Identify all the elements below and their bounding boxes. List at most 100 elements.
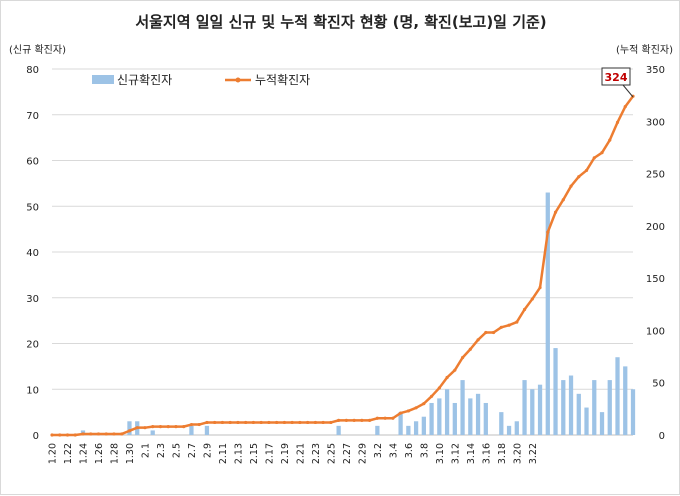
cumulative-point-16 (174, 425, 178, 429)
cumulative-point-56 (484, 330, 488, 335)
cumulative-point-52 (453, 368, 457, 372)
cumulative-point-43 (383, 416, 387, 420)
cumulative-point-2 (65, 433, 70, 437)
cumulative-point-10 (127, 429, 132, 433)
bar-75 (630, 389, 636, 435)
bar-18 (189, 425, 194, 435)
cumulative-point-60 (515, 320, 519, 324)
bar-71 (599, 412, 605, 435)
bar-53 (460, 380, 465, 435)
bar-46 (406, 425, 411, 435)
x-tick-2.25: 2.25 (326, 443, 337, 464)
cumulative-point-5 (89, 432, 93, 436)
cumulative-point-25 (244, 420, 248, 425)
cumulative-point-44 (391, 416, 395, 420)
cumulative-point-33 (306, 420, 310, 425)
cumulative-point-64 (546, 230, 550, 234)
right-tick-250: 250 (646, 170, 665, 181)
cumulative-point-19 (197, 422, 201, 427)
cumulative-point-7 (104, 432, 108, 436)
bar-61 (522, 380, 527, 435)
right-tick-350: 350 (646, 65, 665, 76)
cumulative-point-15 (166, 425, 170, 429)
cumulative-point-69 (584, 168, 589, 173)
bar-47 (413, 421, 419, 435)
x-tick-2.15: 2.15 (249, 443, 260, 464)
cumulative-point-36 (329, 420, 333, 425)
callout-value: 324 (605, 71, 628, 84)
x-tick-3.2: 3.2 (373, 443, 384, 458)
left-tick-50: 50 (26, 202, 39, 213)
x-tick-3.6: 3.6 (404, 443, 415, 458)
cumulative-point-63 (538, 285, 542, 290)
cumulative-point-12 (143, 426, 147, 430)
bar-52 (452, 402, 457, 435)
cumulative-point-59 (507, 323, 511, 327)
legend-cumulative-cases: 누적확진자 (255, 73, 310, 87)
bar-49 (429, 402, 434, 435)
cumulative-point-67 (569, 184, 573, 188)
cumulative-point-34 (313, 420, 317, 425)
x-tick-1.26: 1.26 (94, 443, 105, 464)
bar-55 (475, 393, 481, 435)
bar-13 (150, 430, 155, 435)
cumulative-point-46 (406, 409, 410, 413)
bar-67 (568, 375, 574, 435)
x-tick-1.22: 1.22 (63, 443, 74, 464)
left-tick-10: 10 (26, 385, 39, 396)
x-tick-2.1: 2.1 (140, 443, 151, 458)
right-tick-0: 0 (659, 431, 665, 442)
cumulative-point-66 (561, 198, 565, 202)
cumulative-point-1 (58, 433, 62, 437)
cumulative-point-39 (352, 418, 356, 422)
x-tick-3.22: 3.22 (528, 443, 539, 464)
left-tick-60: 60 (26, 157, 39, 168)
x-tick-2.17: 2.17 (264, 443, 275, 464)
left-tick-0: 0 (33, 431, 39, 442)
x-tick-2.29: 2.29 (357, 443, 368, 464)
right-tick-150: 150 (646, 274, 665, 285)
x-tick-2.7: 2.7 (187, 443, 198, 458)
legend-line-marker (235, 77, 241, 83)
cumulative-point-62 (530, 297, 534, 301)
left-tick-80: 80 (26, 65, 39, 76)
x-tick-2.23: 2.23 (311, 443, 322, 464)
right-tick-200: 200 (646, 222, 665, 233)
cumulative-cases-line (50, 94, 635, 437)
left-tick-30: 30 (26, 294, 39, 305)
bar-60 (514, 421, 519, 435)
value-callout: 324 (601, 67, 634, 98)
x-tick-3.14: 3.14 (466, 443, 477, 464)
bar-54 (468, 398, 473, 435)
x-tick-2.21: 2.21 (295, 443, 306, 464)
bar-63 (537, 384, 543, 435)
cumulative-point-68 (577, 175, 581, 179)
cumulative-point-20 (205, 420, 209, 425)
bar-51 (444, 389, 450, 435)
left-tick-20: 20 (26, 340, 39, 351)
cumulative-point-58 (499, 325, 503, 329)
x-tick-2.9: 2.9 (202, 443, 213, 458)
cumulative-point-14 (158, 425, 163, 429)
bar-70 (592, 380, 597, 435)
x-tick-3.20: 3.20 (512, 443, 523, 464)
cumulative-point-72 (608, 138, 612, 142)
left-tick-70: 70 (26, 111, 39, 122)
cumulative-point-13 (151, 425, 155, 429)
right-tick-100: 100 (646, 326, 665, 337)
cumulative-point-73 (615, 120, 620, 124)
x-tick-2.27: 2.27 (342, 443, 353, 464)
cumulative-point-30 (282, 420, 286, 425)
cumulative-point-55 (476, 338, 480, 342)
cumulative-point-54 (468, 347, 472, 351)
cumulative-point-17 (182, 425, 186, 429)
bar-68 (576, 393, 581, 435)
cumulative-point-0 (50, 433, 54, 437)
bar-56 (483, 402, 488, 435)
cumulative-point-24 (236, 420, 240, 425)
cumulative-point-11 (135, 426, 139, 430)
cumulative-point-51 (445, 375, 449, 380)
x-tick-1.28: 1.28 (109, 443, 120, 464)
cumulative-point-71 (600, 151, 604, 155)
